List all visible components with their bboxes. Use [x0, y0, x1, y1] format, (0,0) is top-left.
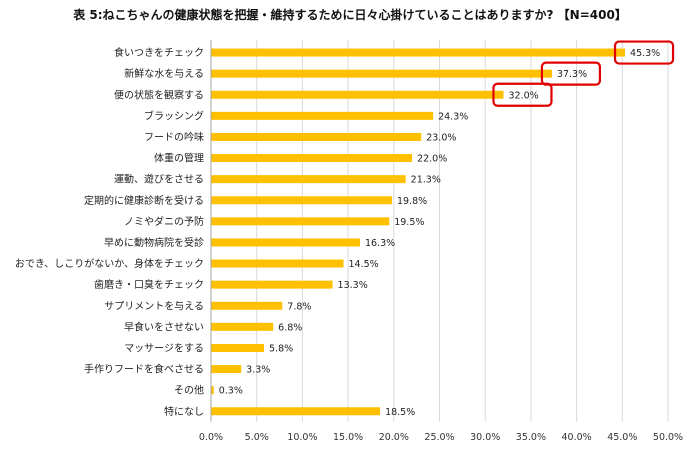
bar	[211, 69, 552, 78]
x-tick-label: 30.0%	[470, 432, 500, 443]
data-label: 19.8%	[397, 196, 427, 207]
data-label: 6.8%	[278, 322, 302, 333]
bar	[211, 280, 333, 289]
bar	[211, 175, 406, 184]
category-label: その他	[174, 384, 204, 397]
data-label: 22.0%	[417, 154, 447, 165]
data-label: 3.3%	[246, 365, 270, 376]
bar	[211, 154, 413, 163]
highlight-box	[613, 40, 675, 65]
data-label: 37.3%	[557, 69, 587, 80]
bar	[211, 217, 390, 226]
data-label: 19.5%	[394, 217, 424, 228]
highlight-box	[540, 61, 602, 86]
bar	[211, 343, 265, 352]
category-label: サプリメントを与える	[104, 300, 204, 312]
data-label: 7.8%	[287, 301, 311, 312]
x-tick-label: 50.0%	[653, 432, 683, 443]
data-label: 23.0%	[426, 132, 456, 143]
category-label: 定期的に健康診断を受ける	[84, 194, 204, 207]
x-tick-label: 20.0%	[379, 432, 409, 443]
x-tick-label: 25.0%	[424, 432, 454, 443]
category-label: 特になし	[164, 406, 204, 418]
x-tick-label: 0.0%	[199, 432, 223, 443]
bar	[211, 196, 392, 205]
data-label: 5.8%	[269, 343, 293, 354]
category-label: おでき、しこりがないか、身体をチェック	[15, 257, 204, 270]
bar	[211, 48, 626, 57]
data-label: 32.0%	[508, 90, 538, 101]
x-tick-label: 5.0%	[245, 432, 269, 443]
bar	[211, 322, 274, 331]
data-label: 13.3%	[338, 280, 368, 291]
category-label: 手作りフードを食べさせる	[84, 363, 204, 376]
bar	[211, 259, 344, 268]
category-label: ノミやダニの予防	[124, 215, 204, 228]
data-label: 21.3%	[411, 175, 441, 186]
category-label: 便の状態を観察する	[114, 88, 204, 101]
bar	[211, 301, 283, 310]
data-label: 0.3%	[219, 386, 243, 397]
category-label: 運動、遊びをさせる	[114, 173, 204, 186]
category-label: マッサージをする	[124, 342, 204, 354]
bar	[211, 90, 504, 99]
category-label: 早食いをさせない	[124, 320, 204, 333]
x-tick-label: 40.0%	[562, 432, 592, 443]
category-label: ブラッシング	[144, 109, 204, 122]
bar	[211, 407, 381, 416]
category-label: 早めに動物病院を受診	[104, 236, 204, 249]
bar	[211, 238, 360, 247]
data-label: 16.3%	[365, 238, 395, 249]
x-tick-label: 45.0%	[607, 432, 637, 443]
category-label: 食いつきをチェック	[114, 46, 204, 59]
data-label: 14.5%	[349, 259, 379, 270]
bar	[211, 132, 422, 141]
highlight-box	[492, 82, 553, 107]
data-label: 24.3%	[438, 111, 468, 122]
data-label: 18.5%	[385, 407, 415, 418]
data-label: 45.3%	[630, 48, 660, 59]
category-label: 歯磨き・口臭をチェック	[94, 278, 204, 291]
x-tick-label: 10.0%	[287, 432, 317, 443]
bar	[211, 111, 434, 120]
category-label: 体重の管理	[154, 152, 204, 165]
category-label: フードの吟味	[144, 130, 204, 143]
bar	[211, 365, 242, 374]
x-tick-label: 15.0%	[333, 432, 363, 443]
x-tick-label: 35.0%	[516, 432, 546, 443]
bar	[211, 386, 214, 395]
chart-title: 表 5:ねこちゃんの健康状態を把握・維持するために日々心掛けていることはあります…	[73, 8, 627, 22]
category-label: 新鮮な水を与える	[124, 67, 204, 80]
